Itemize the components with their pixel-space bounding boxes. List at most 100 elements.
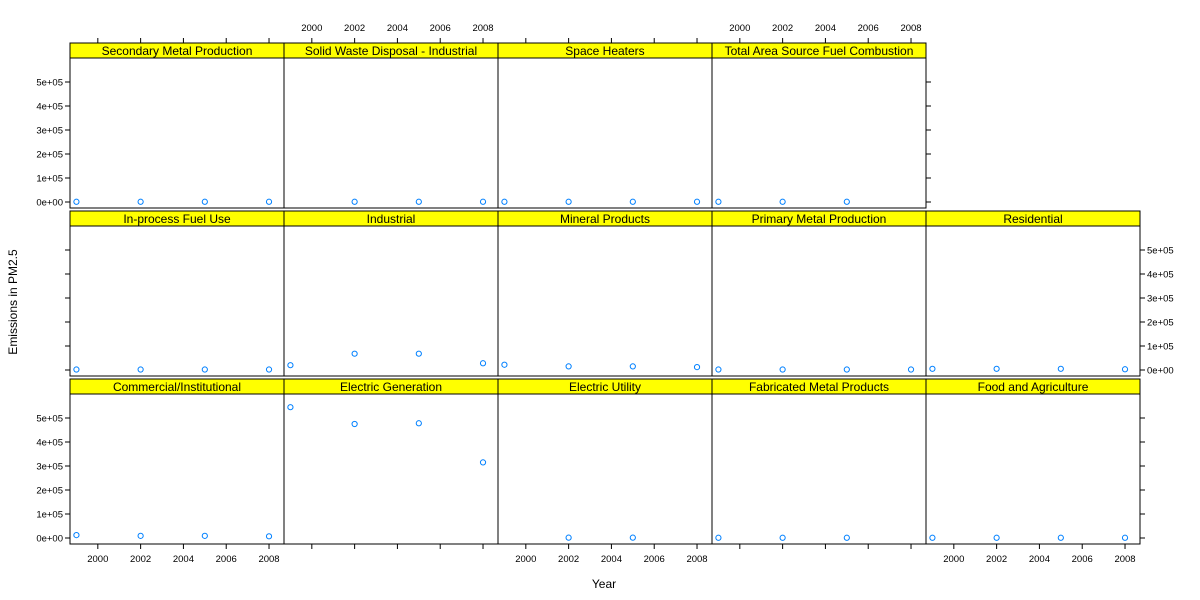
x-tick-label: 2000 — [729, 23, 750, 34]
x-tick-label: 2006 — [216, 554, 237, 565]
data-point — [929, 365, 936, 372]
data-point — [907, 366, 915, 373]
data-point — [1121, 534, 1129, 541]
data-point — [479, 459, 487, 466]
panel-frame — [497, 225, 713, 377]
data-point — [929, 534, 936, 541]
y-tick-label: 3e+05 — [36, 462, 63, 473]
y-tick-label: 0e+00 — [36, 534, 63, 545]
data-point — [351, 198, 358, 205]
x-tick-label: 2002 — [986, 554, 1007, 565]
x-axis-title: Year — [592, 577, 616, 591]
panel-strip-label: Total Area Source Fuel Combustion — [725, 44, 914, 58]
data-point — [843, 534, 850, 541]
x-tick-label: 2004 — [601, 554, 622, 565]
panel-space-heaters: Space Heaters — [497, 42, 713, 209]
data-point — [715, 366, 722, 373]
panel-frame — [711, 225, 927, 377]
y-tick-label: 3e+05 — [36, 126, 63, 137]
panel-primary-metal-production: Primary Metal Production — [711, 210, 927, 377]
y-tick-label: 4e+05 — [1147, 270, 1174, 281]
data-point — [693, 198, 701, 205]
panel-electric-generation: Electric Generation — [283, 378, 499, 545]
x-tick-label: 2000 — [87, 554, 108, 565]
data-point — [779, 366, 786, 373]
panel-strip-label: Secondary Metal Production — [102, 44, 253, 58]
data-point — [715, 534, 722, 541]
panel-strip-label: Primary Metal Production — [752, 212, 887, 226]
data-point — [1057, 365, 1064, 372]
x-tick-label: 2002 — [772, 23, 793, 34]
x-tick-label: 2006 — [644, 554, 665, 565]
x-tick-label: 2000 — [515, 554, 536, 565]
x-tick-label: 2008 — [900, 23, 921, 34]
panel-strip-label: Fabricated Metal Products — [749, 380, 889, 394]
data-point — [287, 362, 294, 369]
data-point — [479, 360, 487, 367]
data-point — [415, 198, 422, 205]
x-tick-label: 2000 — [943, 554, 964, 565]
y-tick-label: 4e+05 — [36, 102, 63, 113]
data-point — [693, 364, 701, 371]
panel-strip-label: Residential — [1003, 212, 1062, 226]
x-tick-label: 2002 — [130, 554, 151, 565]
panel-strip-label: Space Heaters — [565, 44, 644, 58]
data-point — [629, 534, 636, 541]
data-point — [565, 534, 572, 541]
x-tick-label: 2000 — [301, 23, 322, 34]
panel-strip-label: In-process Fuel Use — [123, 212, 231, 226]
data-point — [265, 366, 273, 373]
panel-electric-utility: Electric Utility — [497, 378, 713, 545]
panel-frame — [497, 393, 713, 545]
y-tick-label: 2e+05 — [36, 486, 63, 497]
panel-mineral-products: Mineral Products — [497, 210, 713, 377]
data-point — [287, 404, 294, 411]
panel-in-process-fuel-use: In-process Fuel Use — [69, 210, 285, 377]
data-point — [1057, 534, 1064, 541]
data-point — [415, 350, 422, 357]
y-tick-label: 0e+00 — [36, 198, 63, 209]
data-point — [629, 363, 636, 370]
x-tick-label: 2006 — [1072, 554, 1093, 565]
data-point — [201, 198, 208, 205]
panel-strip-label: Electric Utility — [569, 380, 641, 394]
data-point — [565, 363, 572, 370]
data-point — [201, 366, 208, 373]
x-tick-label: 2002 — [558, 554, 579, 565]
y-tick-label: 1e+05 — [36, 174, 63, 185]
data-point — [265, 198, 273, 205]
panel-frame — [711, 393, 927, 545]
x-tick-label: 2006 — [858, 23, 879, 34]
data-point — [1121, 366, 1129, 373]
data-point — [779, 534, 786, 541]
x-tick-label: 2008 — [1114, 554, 1135, 565]
panel-fabricated-metal-products: Fabricated Metal Products — [711, 378, 927, 545]
data-point — [415, 420, 422, 427]
data-point — [73, 532, 80, 539]
data-point — [73, 366, 80, 373]
data-point — [501, 361, 508, 368]
y-axis-title: Emissions in PM2.5 — [6, 249, 20, 355]
data-point — [843, 366, 850, 373]
y-tick-label: 1e+05 — [1147, 342, 1174, 353]
panel-strip-label: Industrial — [367, 212, 416, 226]
y-tick-label: 4e+05 — [36, 438, 63, 449]
panel-strip-label: Commercial/Institutional — [113, 380, 241, 394]
panel-frame — [69, 225, 285, 377]
data-point — [351, 350, 358, 357]
panel-frame — [925, 393, 1141, 545]
x-tick-label: 2008 — [472, 23, 493, 34]
x-tick-label: 2008 — [258, 554, 279, 565]
data-point — [265, 533, 273, 540]
x-tick-label: 2006 — [430, 23, 451, 34]
y-tick-label: 2e+05 — [1147, 318, 1174, 329]
data-point — [993, 534, 1000, 541]
x-tick-label: 2004 — [1029, 554, 1050, 565]
data-point — [843, 198, 850, 205]
panel-food-and-agriculture: Food and Agriculture — [925, 378, 1141, 545]
panel-strip-label: Solid Waste Disposal - Industrial — [305, 44, 477, 58]
x-tick-label: 2004 — [387, 23, 408, 34]
panel-frame — [925, 225, 1141, 377]
data-point — [201, 532, 208, 539]
